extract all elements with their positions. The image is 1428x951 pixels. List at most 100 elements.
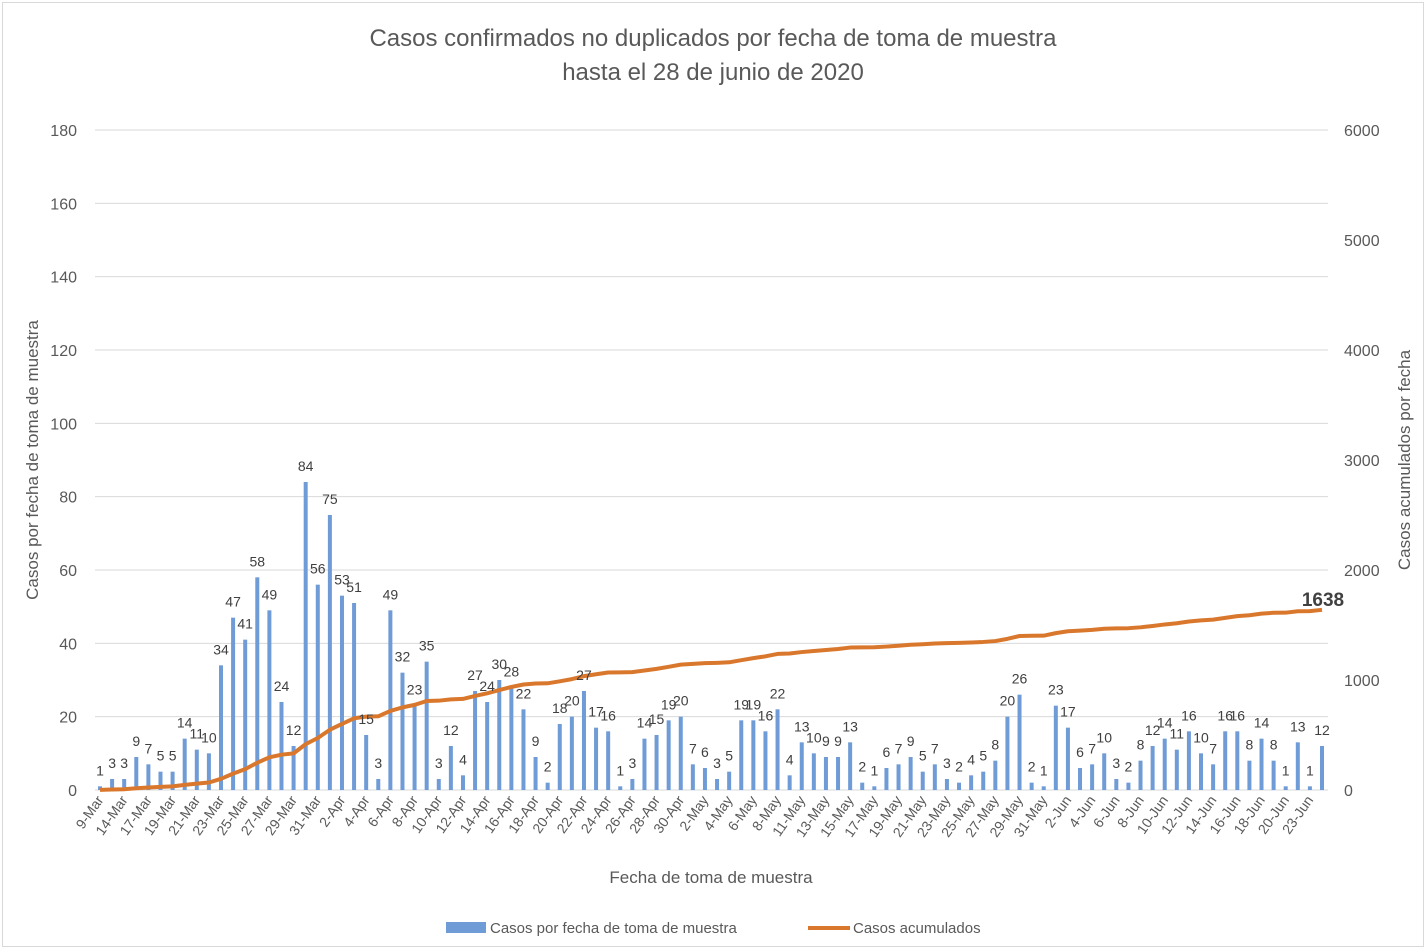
bar xyxy=(1162,738,1167,790)
bar-data-label: 11 xyxy=(190,726,205,742)
bar-data-label: 1 xyxy=(870,762,878,778)
bar xyxy=(702,768,707,790)
bar xyxy=(231,617,236,790)
bar-data-label: 5 xyxy=(169,748,177,764)
bar xyxy=(775,709,780,790)
bar-data-label: 7 xyxy=(895,740,903,756)
y-left-tick-label: 180 xyxy=(50,123,77,140)
bar xyxy=(1041,786,1046,790)
bar-data-label: 20 xyxy=(564,693,580,709)
bar-data-label: 14 xyxy=(1254,715,1270,731)
bar-data-label: 51 xyxy=(346,579,362,595)
bar-data-label: 12 xyxy=(443,722,459,738)
bar-data-label: 3 xyxy=(435,755,443,771)
bar xyxy=(642,738,647,790)
bar-data-label: 9 xyxy=(834,733,842,749)
bar xyxy=(739,720,744,790)
bar-data-label: 20 xyxy=(673,693,689,709)
bar-data-label: 4 xyxy=(786,751,794,767)
bar xyxy=(908,757,913,790)
y-left-tick-label: 160 xyxy=(50,196,77,213)
bar-data-label: 47 xyxy=(225,594,241,610)
bar xyxy=(993,760,998,790)
bar xyxy=(1114,779,1119,790)
bar xyxy=(339,595,344,790)
bar-data-label: 7 xyxy=(689,740,697,756)
bar-data-label: 19 xyxy=(746,696,762,712)
bar xyxy=(533,757,538,790)
bar xyxy=(594,727,599,790)
bar-data-label: 8 xyxy=(991,737,999,753)
bar-data-label: 3 xyxy=(1112,755,1120,771)
bar xyxy=(194,749,199,790)
bar-data-label: 7 xyxy=(931,740,939,756)
bar-data-label: 16 xyxy=(600,707,616,723)
bar-data-label: 6 xyxy=(701,744,709,760)
bar-data-label: 17 xyxy=(1060,704,1076,720)
bar xyxy=(412,705,417,790)
final-cumulative-label: 1638 xyxy=(1302,590,1344,611)
bar-data-label: 49 xyxy=(262,586,278,602)
bar xyxy=(1211,764,1216,790)
bar xyxy=(1295,742,1300,790)
bar xyxy=(122,779,127,790)
bar xyxy=(678,716,683,790)
bar-data-label: 8 xyxy=(1246,737,1254,753)
bar xyxy=(424,661,429,790)
bar xyxy=(485,702,490,790)
bar xyxy=(1223,731,1228,790)
bar-data-label: 13 xyxy=(842,718,858,734)
bar xyxy=(1174,749,1179,790)
bar-data-label: 1 xyxy=(1306,762,1314,778)
bar-data-label: 17 xyxy=(588,704,604,720)
bar-data-label: 12 xyxy=(286,722,302,738)
bar-data-label: 22 xyxy=(770,685,786,701)
bar-data-label: 14 xyxy=(177,715,193,731)
bar-data-label: 3 xyxy=(713,755,721,771)
bar-data-label: 16 xyxy=(758,707,774,723)
bar-data-label: 10 xyxy=(1193,729,1209,745)
bar xyxy=(110,779,115,790)
bar-data-label: 15 xyxy=(649,711,665,727)
bar xyxy=(884,768,889,790)
bar-data-label: 3 xyxy=(108,755,116,771)
bar xyxy=(1029,782,1034,790)
bar-data-label: 30 xyxy=(491,656,507,672)
bar xyxy=(969,775,974,790)
bar-data-label: 3 xyxy=(943,755,951,771)
bar xyxy=(315,584,320,790)
bar xyxy=(521,709,526,790)
bar xyxy=(1307,786,1312,790)
bar-data-label: 22 xyxy=(516,685,532,701)
bar xyxy=(376,779,381,790)
bar xyxy=(557,724,562,790)
bar-data-label: 5 xyxy=(919,748,927,764)
bar-data-label: 35 xyxy=(419,638,435,654)
bar xyxy=(751,720,756,790)
bar xyxy=(727,771,732,790)
bar-data-label: 19 xyxy=(733,696,749,712)
bar-data-label: 14 xyxy=(637,715,653,731)
bar xyxy=(436,779,441,790)
bar xyxy=(134,757,139,790)
y-right-tick-label: 0 xyxy=(1344,783,1353,800)
bar-data-label: 16 xyxy=(1217,707,1233,723)
bar xyxy=(327,515,332,790)
bar xyxy=(218,665,223,790)
bar xyxy=(1150,746,1155,790)
bar-data-label: 9 xyxy=(132,733,140,749)
bar-data-label: 26 xyxy=(1012,671,1028,687)
bar-data-label: 1 xyxy=(616,762,624,778)
bar xyxy=(981,771,986,790)
bar xyxy=(1078,768,1083,790)
bar xyxy=(1090,764,1095,790)
bar xyxy=(400,672,405,790)
bar-data-label: 23 xyxy=(1048,682,1064,698)
bar xyxy=(545,782,550,790)
bar-data-label: 34 xyxy=(213,641,229,657)
bar-data-label: 4 xyxy=(967,751,975,767)
y-left-tick-label: 60 xyxy=(59,563,77,580)
bar xyxy=(763,731,768,790)
